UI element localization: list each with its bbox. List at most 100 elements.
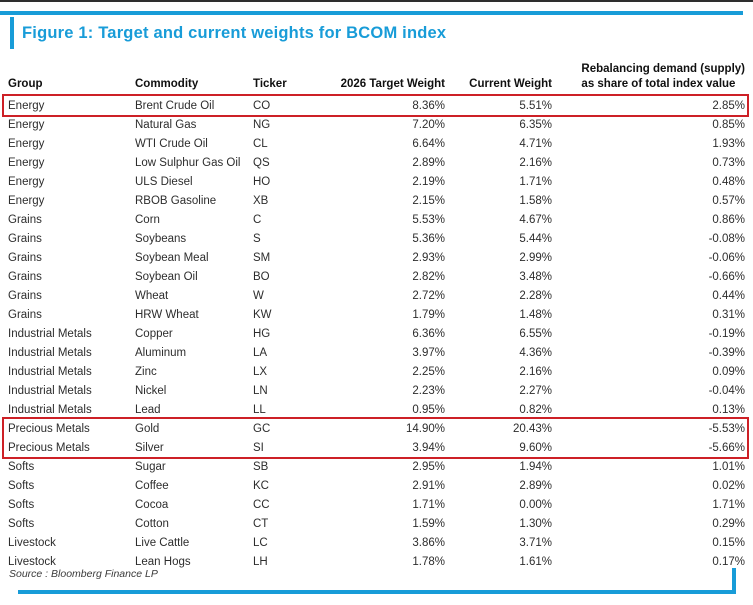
cell-rebalancing: 1.93% — [712, 137, 745, 150]
cell-group: Energy — [8, 194, 45, 207]
cell-commodity: Aluminum — [135, 346, 187, 359]
cell-ticker: LX — [253, 365, 268, 378]
cell-target-weight: 2.72% — [412, 289, 445, 302]
cell-target-weight: 2.25% — [412, 365, 445, 378]
cell-group: Grains — [8, 308, 42, 321]
table-row: Industrial Metals Zinc LX 2.25% 2.16% 0.… — [8, 362, 745, 381]
cell-group: Energy — [8, 175, 45, 188]
table-row: Industrial Metals Aluminum LA 3.97% 4.36… — [8, 343, 745, 362]
cell-ticker: CT — [253, 517, 269, 530]
cell-ticker: SM — [253, 251, 271, 264]
cell-ticker: CO — [253, 99, 271, 112]
cell-target-weight: 1.71% — [412, 498, 445, 511]
cell-target-weight: 2.19% — [412, 175, 445, 188]
header-group: Group — [8, 78, 43, 90]
cell-ticker: KC — [253, 479, 269, 492]
cell-commodity: Wheat — [135, 289, 169, 302]
table-row: Grains Soybeans S 5.36% 5.44% -0.08% — [8, 229, 745, 248]
cell-ticker: KW — [253, 308, 272, 321]
table-row: Energy WTI Crude Oil CL 6.64% 4.71% 1.93… — [8, 134, 745, 153]
cell-group: Industrial Metals — [8, 327, 92, 340]
cell-commodity: Nickel — [135, 384, 167, 397]
table-row: Softs Cotton CT 1.59% 1.30% 0.29% — [8, 514, 745, 533]
cell-commodity: ULS Diesel — [135, 175, 193, 188]
table-row: Energy Brent Crude Oil CO 8.36% 5.51% 2.… — [8, 96, 745, 115]
cell-commodity: Sugar — [135, 460, 166, 473]
cell-current-weight: 4.36% — [519, 346, 552, 359]
header-commodity: Commodity — [135, 78, 199, 90]
table-row: Energy Low Sulphur Gas Oil QS 2.89% 2.16… — [8, 153, 745, 172]
source-note: Source : Bloomberg Finance LP — [9, 568, 158, 580]
cell-rebalancing: 0.73% — [712, 156, 745, 169]
cell-target-weight: 2.89% — [412, 156, 445, 169]
cell-group: Softs — [8, 460, 35, 473]
cell-current-weight: 3.48% — [519, 270, 552, 283]
cell-target-weight: 2.82% — [412, 270, 445, 283]
cell-commodity: Natural Gas — [135, 118, 197, 131]
cell-target-weight: 1.78% — [412, 555, 445, 568]
cell-ticker: SB — [253, 460, 269, 473]
cell-commodity: Coffee — [135, 479, 169, 492]
cell-current-weight: 1.48% — [519, 308, 552, 321]
table-row: Energy ULS Diesel HO 2.19% 1.71% 0.48% — [8, 172, 745, 191]
cell-current-weight: 6.55% — [519, 327, 552, 340]
table-row: Energy RBOB Gasoline XB 2.15% 1.58% 0.57… — [8, 191, 745, 210]
weights-table: Group Commodity Ticker 2026 Target Weigh… — [8, 52, 745, 571]
cell-group: Precious Metals — [8, 422, 90, 435]
header-rebalancing-line1: Rebalancing demand (supply) — [581, 63, 745, 75]
cell-target-weight: 6.64% — [412, 137, 445, 150]
cell-target-weight: 6.36% — [412, 327, 445, 340]
cell-rebalancing: 0.44% — [712, 289, 745, 302]
cell-commodity: Copper — [135, 327, 173, 340]
table-row: Grains Soybean Oil BO 2.82% 3.48% -0.66% — [8, 267, 745, 286]
cell-group: Precious Metals — [8, 441, 90, 454]
cell-commodity: Lead — [135, 403, 161, 416]
cell-target-weight: 8.36% — [412, 99, 445, 112]
cell-rebalancing: 0.31% — [712, 308, 745, 321]
cell-rebalancing: -0.19% — [708, 327, 745, 340]
cell-target-weight: 5.53% — [412, 213, 445, 226]
cell-group: Energy — [8, 137, 45, 150]
table-row: Livestock Lean Hogs LH 1.78% 1.61% 0.17% — [8, 552, 745, 571]
cell-current-weight: 0.00% — [519, 498, 552, 511]
cell-current-weight: 20.43% — [512, 422, 552, 435]
cell-rebalancing: 0.85% — [712, 118, 745, 131]
cell-ticker: W — [253, 289, 264, 302]
header-ticker: Ticker — [253, 78, 287, 90]
cell-rebalancing: -5.66% — [708, 441, 745, 454]
cell-commodity: Silver — [135, 441, 164, 454]
cell-current-weight: 3.71% — [519, 536, 552, 549]
cell-rebalancing: 0.86% — [712, 213, 745, 226]
cell-group: Industrial Metals — [8, 384, 92, 397]
cell-current-weight: 1.30% — [519, 517, 552, 530]
cell-rebalancing: 0.09% — [712, 365, 745, 378]
cell-ticker: S — [253, 232, 261, 245]
table-row: Precious Metals Silver SI 3.94% 9.60% -5… — [8, 438, 745, 457]
cell-group: Energy — [8, 156, 45, 169]
table-row: Grains Wheat W 2.72% 2.28% 0.44% — [8, 286, 745, 305]
cell-target-weight: 2.23% — [412, 384, 445, 397]
cell-ticker: HO — [253, 175, 271, 188]
cell-current-weight: 1.94% — [519, 460, 552, 473]
cell-commodity: RBOB Gasoline — [135, 194, 217, 207]
cell-current-weight: 1.71% — [519, 175, 552, 188]
cell-target-weight: 2.93% — [412, 251, 445, 264]
cell-commodity: Brent Crude Oil — [135, 99, 215, 112]
table-row: Grains Soybean Meal SM 2.93% 2.99% -0.06… — [8, 248, 745, 267]
table-row: Livestock Live Cattle LC 3.86% 3.71% 0.1… — [8, 533, 745, 552]
cell-target-weight: 7.20% — [412, 118, 445, 131]
cell-target-weight: 5.36% — [412, 232, 445, 245]
cell-rebalancing: 0.29% — [712, 517, 745, 530]
cell-rebalancing: 1.71% — [712, 498, 745, 511]
cell-commodity: Corn — [135, 213, 160, 226]
cell-commodity: Cotton — [135, 517, 169, 530]
table-row: Industrial Metals Copper HG 6.36% 6.55% … — [8, 324, 745, 343]
cell-group: Industrial Metals — [8, 365, 92, 378]
table-row: Grains HRW Wheat KW 1.79% 1.48% 0.31% — [8, 305, 745, 324]
cell-ticker: LL — [253, 403, 266, 416]
header-target-weight: 2026 Target Weight — [340, 78, 445, 90]
cell-current-weight: 9.60% — [519, 441, 552, 454]
cell-current-weight: 0.82% — [519, 403, 552, 416]
cell-ticker: HG — [253, 327, 271, 340]
cell-target-weight: 3.86% — [412, 536, 445, 549]
